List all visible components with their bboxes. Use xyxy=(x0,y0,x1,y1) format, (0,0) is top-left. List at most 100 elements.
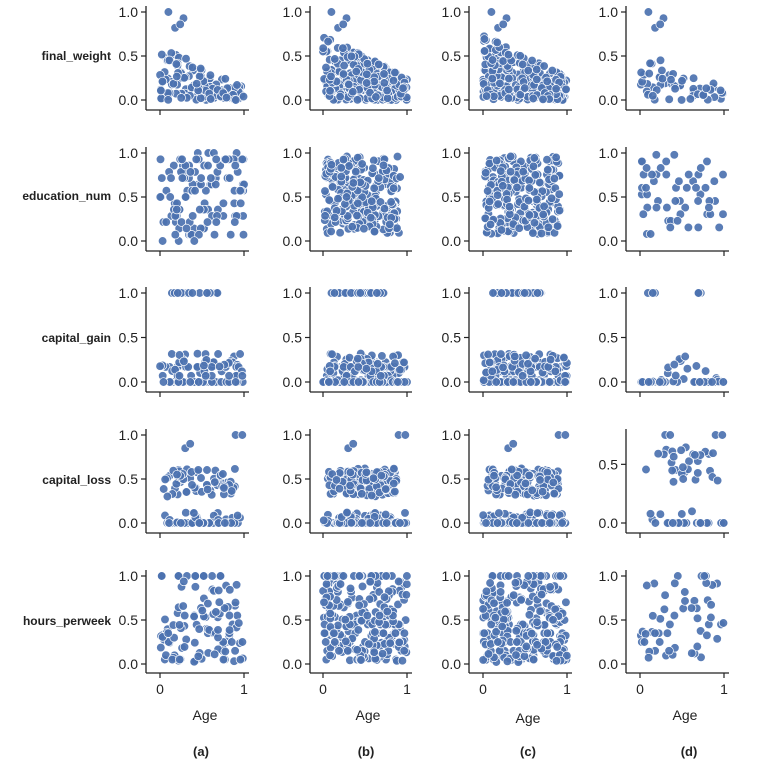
scatter-point xyxy=(508,377,518,387)
scatter-point xyxy=(224,610,235,621)
scatter-point xyxy=(319,628,330,638)
scatter-point xyxy=(496,166,506,176)
scatter-point xyxy=(321,637,331,647)
scatter-point xyxy=(157,571,167,581)
scatter-point xyxy=(390,628,401,638)
scatter-point xyxy=(707,377,717,387)
scatter-point xyxy=(685,94,696,104)
scatter-point xyxy=(362,78,372,88)
scatter-point xyxy=(237,371,247,381)
scatter-point xyxy=(221,154,231,164)
scatter-point xyxy=(160,614,170,625)
scatter-point xyxy=(382,606,392,617)
scatter-point xyxy=(320,186,330,196)
scatter-point xyxy=(185,167,196,177)
scatter-point xyxy=(165,192,175,202)
scatter-point xyxy=(502,598,512,608)
scatter-point xyxy=(348,439,358,449)
scatter-point xyxy=(224,173,235,183)
scatter-point xyxy=(325,86,335,96)
scatter-point xyxy=(669,452,679,462)
scatter-point xyxy=(637,156,647,167)
scatter-point xyxy=(385,638,395,648)
scatter-point xyxy=(546,510,556,521)
scatter-point xyxy=(520,478,531,489)
y-tick-label: 0.5 xyxy=(119,189,139,205)
scatter-points xyxy=(320,151,405,238)
scatter-point xyxy=(353,625,363,635)
scatter-point xyxy=(638,209,648,219)
scatter-point xyxy=(374,610,385,621)
scatter-point xyxy=(342,507,352,518)
scatter-point xyxy=(326,7,337,17)
scatter-point xyxy=(207,362,217,372)
y-tick-label: 1.0 xyxy=(283,145,303,161)
scatter-point xyxy=(562,651,572,661)
scatter-points xyxy=(636,571,729,663)
scatter-point xyxy=(560,430,570,440)
panel-caption: (b) xyxy=(358,744,375,759)
scatter-point xyxy=(483,349,493,360)
scatter-point xyxy=(378,160,389,170)
scatter-points xyxy=(480,151,565,239)
scatter-point xyxy=(174,620,185,630)
scatter-point xyxy=(661,169,671,180)
scatter-point xyxy=(193,465,203,475)
scatter-point xyxy=(657,74,668,84)
scatter-point xyxy=(392,151,403,162)
scatter-point xyxy=(683,222,694,233)
scatter-point xyxy=(512,637,522,647)
scatter-point xyxy=(211,179,221,190)
scatter-point xyxy=(682,364,693,374)
scatter-point xyxy=(557,518,567,528)
scatter-point xyxy=(542,76,552,86)
scatter-point xyxy=(523,571,533,581)
scatter-point xyxy=(325,608,335,619)
scatter-point xyxy=(199,571,209,581)
scatter-point xyxy=(678,603,688,614)
scatter-point xyxy=(232,610,242,621)
scatter-point xyxy=(189,611,199,622)
scatter-point xyxy=(715,85,726,96)
scatter-point xyxy=(719,518,729,528)
scatter-point xyxy=(402,579,412,589)
y-tick-label: 0.0 xyxy=(283,656,303,672)
scatter-point xyxy=(506,151,516,162)
scatter-point xyxy=(524,610,535,620)
scatter-point xyxy=(220,603,230,613)
scatter-point xyxy=(366,213,376,223)
y-tick-label: 0.5 xyxy=(599,48,619,64)
scatter-point xyxy=(325,366,335,376)
y-tick-label: 0.0 xyxy=(119,233,139,249)
scatter-point xyxy=(367,196,377,206)
scatter-point xyxy=(219,483,229,493)
scatter-point xyxy=(655,55,666,65)
scatter-point xyxy=(211,217,221,227)
scatter-point xyxy=(702,630,712,640)
scatter-point xyxy=(224,371,234,381)
scatter-point xyxy=(547,65,557,76)
scatter-point xyxy=(691,183,701,193)
y-tick-label: 0.0 xyxy=(442,656,462,672)
scatter-point xyxy=(202,217,213,227)
scatter-point xyxy=(353,377,364,387)
scatter-point xyxy=(194,518,204,528)
scatter-point xyxy=(503,485,514,496)
scatter-point xyxy=(193,651,203,661)
scatter-point xyxy=(481,168,491,178)
scatter-point xyxy=(695,626,706,636)
scatter-point xyxy=(549,488,559,499)
scatter-point xyxy=(368,473,379,483)
scatter-points xyxy=(637,150,728,239)
scatter-point xyxy=(158,377,169,387)
scatter-point xyxy=(172,71,182,82)
y-tick-label: 1.0 xyxy=(442,4,462,20)
scatter-point xyxy=(664,646,674,656)
scatter-point xyxy=(347,222,357,232)
scatter-point xyxy=(483,186,493,196)
scatter-points xyxy=(155,7,249,105)
scatter-point xyxy=(508,439,518,449)
scatter-point xyxy=(520,288,530,298)
scatter-point xyxy=(485,357,495,368)
